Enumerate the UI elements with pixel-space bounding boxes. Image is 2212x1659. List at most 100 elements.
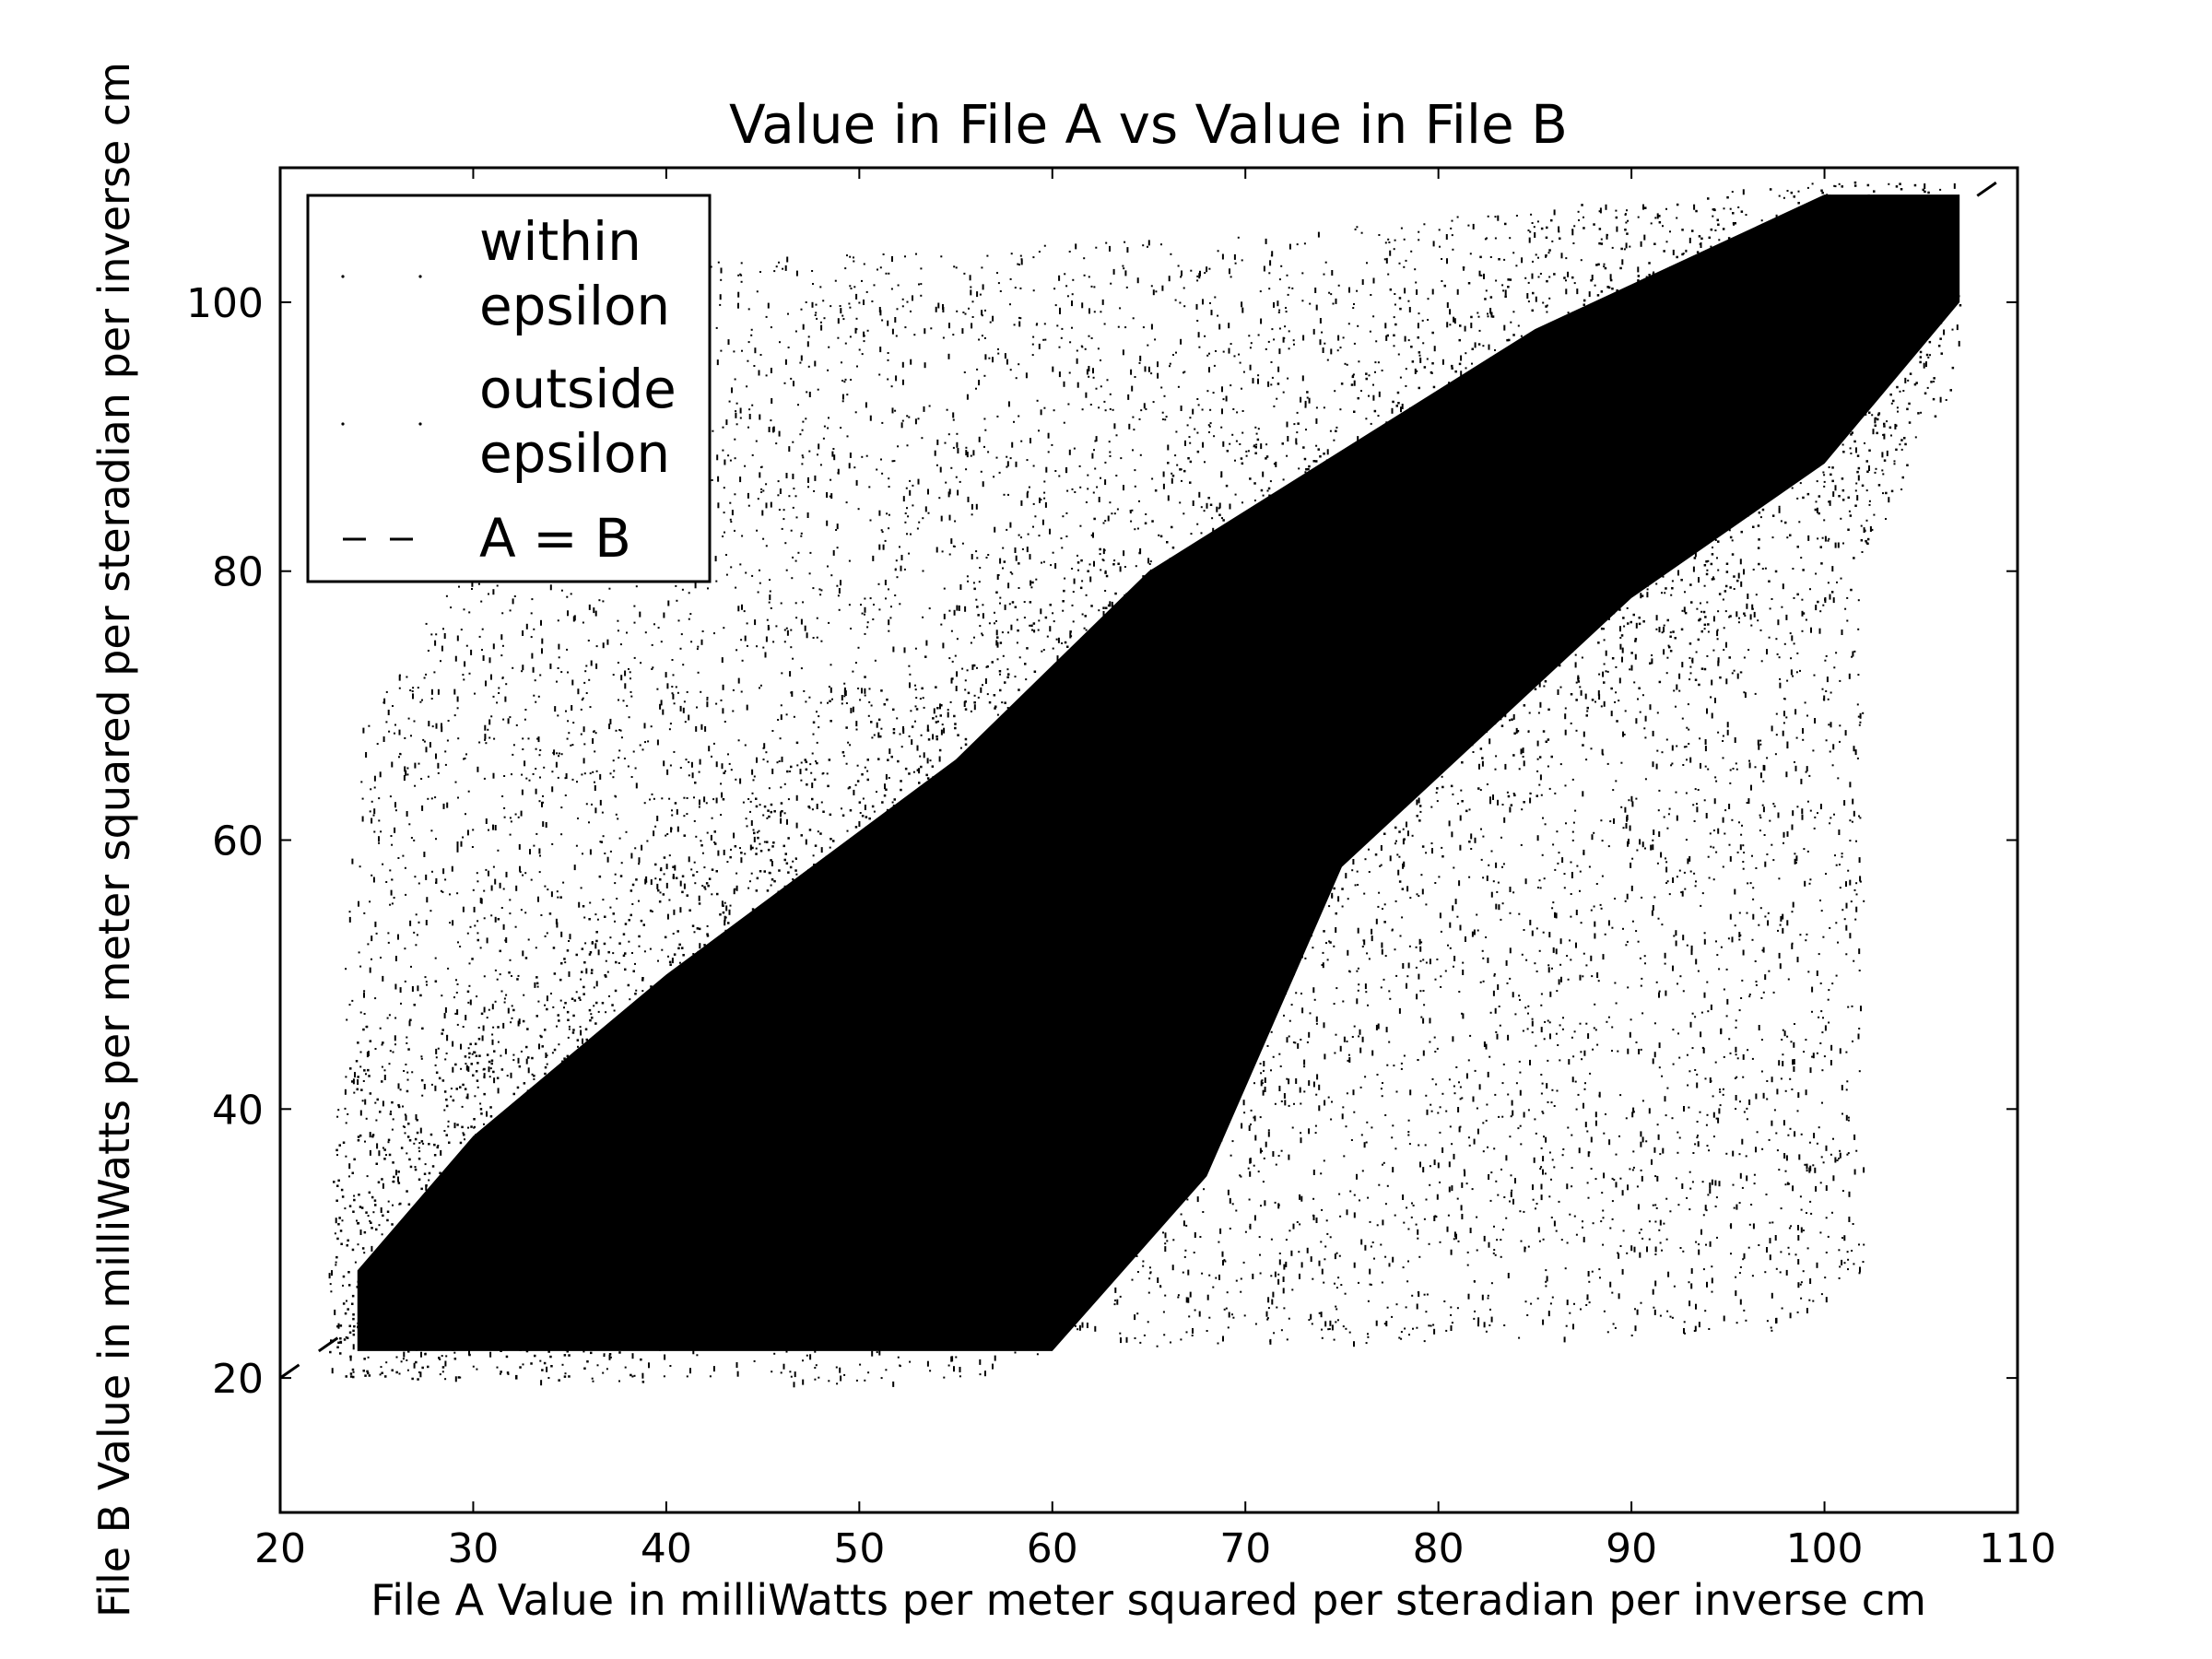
scatter-point-outside-epsilon xyxy=(650,879,653,885)
scatter-point-outside-epsilon xyxy=(826,492,829,498)
scatter-point-outside-epsilon xyxy=(959,1367,961,1372)
scatter-point-outside-epsilon xyxy=(982,634,984,637)
scatter-point-outside-epsilon xyxy=(1260,443,1263,450)
scatter-point-outside-epsilon xyxy=(1401,404,1404,409)
scatter-point-outside-epsilon xyxy=(1439,1106,1441,1109)
scatter-point-outside-epsilon xyxy=(1835,922,1838,924)
scatter-point-outside-epsilon xyxy=(1774,1235,1777,1241)
scatter-point-outside-epsilon xyxy=(1233,355,1236,358)
scatter-point-outside-epsilon xyxy=(730,521,733,524)
scatter-point-outside-epsilon xyxy=(417,985,419,992)
scatter-point-outside-epsilon xyxy=(753,775,756,778)
scatter-point-outside-epsilon xyxy=(1336,1319,1339,1322)
scatter-point-outside-epsilon xyxy=(743,610,746,613)
scatter-point-outside-epsilon xyxy=(873,284,876,287)
scatter-point-outside-epsilon xyxy=(996,272,998,275)
scatter-point-outside-epsilon xyxy=(1943,329,1946,335)
scatter-point-outside-epsilon xyxy=(602,1371,605,1374)
scatter-point-outside-epsilon xyxy=(684,721,687,724)
scatter-point-outside-epsilon xyxy=(1474,1069,1477,1072)
scatter-point-outside-epsilon xyxy=(385,690,388,693)
scatter-point-outside-epsilon xyxy=(1933,381,1936,382)
scatter-point-outside-epsilon xyxy=(1738,912,1741,914)
scatter-point-outside-epsilon xyxy=(1755,867,1758,869)
scatter-point-outside-epsilon xyxy=(1635,622,1638,629)
scatter-point-outside-epsilon xyxy=(1144,366,1147,372)
scatter-point-outside-epsilon xyxy=(854,327,857,334)
scatter-point-outside-epsilon xyxy=(1690,1283,1693,1289)
scatter-point-outside-epsilon xyxy=(1712,830,1715,831)
scatter-point-outside-epsilon xyxy=(1643,727,1646,730)
scatter-point-outside-epsilon xyxy=(1230,1154,1232,1157)
scatter-point-outside-epsilon xyxy=(1315,304,1318,311)
scatter-point-outside-epsilon xyxy=(854,411,857,414)
scatter-point-outside-epsilon xyxy=(430,698,433,700)
scatter-point-outside-epsilon xyxy=(1678,673,1681,679)
scatter-point-outside-epsilon xyxy=(1353,342,1356,345)
scatter-point-outside-epsilon xyxy=(478,635,481,638)
scatter-point-outside-epsilon xyxy=(836,584,839,587)
scatter-point-outside-epsilon xyxy=(839,305,841,307)
scatter-point-outside-epsilon xyxy=(1384,955,1387,958)
scatter-point-outside-epsilon xyxy=(1364,983,1367,990)
scatter-point-outside-epsilon xyxy=(502,718,505,721)
scatter-point-outside-epsilon xyxy=(483,1073,486,1079)
scatter-point-outside-epsilon xyxy=(1601,748,1604,755)
scatter-point-outside-epsilon xyxy=(633,1374,636,1377)
scatter-point-outside-epsilon xyxy=(1453,1231,1456,1238)
scatter-point-outside-epsilon xyxy=(1229,1228,1231,1230)
scatter-point-outside-epsilon xyxy=(1841,1085,1843,1091)
scatter-point-outside-epsilon xyxy=(1673,689,1676,692)
scatter-point-outside-epsilon xyxy=(1625,242,1628,249)
scatter-point-outside-epsilon xyxy=(1352,859,1355,865)
scatter-point-outside-epsilon xyxy=(775,625,778,628)
scatter-point-outside-epsilon xyxy=(1380,864,1382,866)
scatter-point-outside-epsilon xyxy=(330,1290,333,1293)
scatter-point-outside-epsilon xyxy=(1782,913,1784,920)
scatter-point-outside-epsilon xyxy=(1834,854,1836,857)
scatter-point-outside-epsilon xyxy=(956,432,959,435)
scatter-point-outside-epsilon xyxy=(1100,359,1101,361)
scatter-point-outside-epsilon xyxy=(701,630,704,632)
scatter-point-outside-epsilon xyxy=(1472,223,1475,229)
scatter-point-outside-epsilon xyxy=(612,674,615,677)
scatter-point-outside-epsilon xyxy=(1594,1029,1597,1031)
scatter-point-outside-epsilon xyxy=(583,772,586,775)
scatter-point-outside-epsilon xyxy=(795,617,798,619)
scatter-point-outside-epsilon xyxy=(1138,361,1141,364)
scatter-point-outside-epsilon xyxy=(1383,903,1386,906)
scatter-point-outside-epsilon xyxy=(1348,1331,1351,1334)
scatter-point-outside-epsilon xyxy=(499,1372,501,1375)
scatter-point-outside-epsilon xyxy=(1391,1136,1394,1139)
scatter-point-outside-epsilon xyxy=(1768,970,1771,972)
scatter-point-outside-epsilon xyxy=(630,853,633,859)
scatter-point-outside-epsilon xyxy=(1241,1123,1243,1129)
scatter-point-outside-epsilon xyxy=(1762,764,1765,771)
scatter-point-outside-epsilon xyxy=(1395,1303,1398,1306)
scatter-point-outside-epsilon xyxy=(1301,1007,1304,1014)
scatter-point-outside-epsilon xyxy=(1432,1324,1435,1326)
scatter-point-outside-epsilon xyxy=(1723,1055,1725,1058)
scatter-point-outside-epsilon xyxy=(1125,286,1128,288)
scatter-point-outside-epsilon xyxy=(592,738,594,744)
scatter-point-outside-epsilon xyxy=(1796,497,1799,500)
scatter-point-outside-epsilon xyxy=(1823,485,1826,488)
scatter-point-outside-epsilon xyxy=(1182,371,1184,374)
scatter-point-outside-epsilon xyxy=(1423,1293,1426,1296)
scatter-point-outside-epsilon xyxy=(1329,1320,1332,1326)
scatter-point-outside-epsilon xyxy=(434,957,437,959)
scatter-point-outside-epsilon xyxy=(439,1358,441,1360)
scatter-point-outside-epsilon xyxy=(510,1021,512,1024)
scatter-point-outside-epsilon xyxy=(509,817,512,819)
scatter-point-outside-epsilon xyxy=(502,924,505,930)
scatter-point-outside-epsilon xyxy=(1853,810,1855,817)
scatter-point-outside-epsilon xyxy=(1462,970,1465,975)
scatter-point-outside-epsilon xyxy=(1213,435,1216,438)
scatter-point-outside-epsilon xyxy=(337,1109,340,1112)
scatter-point-outside-epsilon xyxy=(1615,1182,1618,1188)
scatter-point-outside-epsilon xyxy=(1665,738,1668,741)
scatter-point-outside-epsilon xyxy=(507,1372,510,1375)
scatter-point-outside-epsilon xyxy=(1231,1203,1234,1206)
scatter-point-outside-epsilon xyxy=(524,912,527,914)
scatter-point-outside-epsilon xyxy=(1361,1170,1364,1172)
